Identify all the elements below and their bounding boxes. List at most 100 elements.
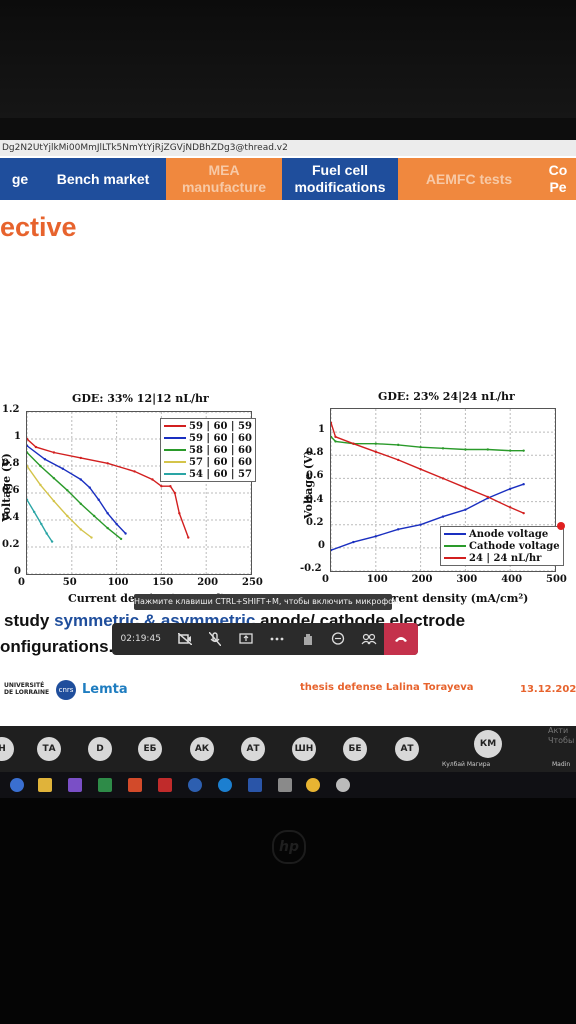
chart2-xtick-label: 100 xyxy=(366,574,388,585)
more-icon[interactable] xyxy=(262,623,293,655)
app-icon-3[interactable] xyxy=(188,778,202,792)
chart2-data-point xyxy=(397,443,400,447)
chart1-data-point xyxy=(61,467,65,470)
calculator-icon[interactable] xyxy=(278,778,292,792)
chart2-legend-swatch xyxy=(444,545,466,547)
share-icon[interactable] xyxy=(231,623,262,655)
participants-bar: Н ТА D ЕБ АК АТ ШН БЕ АТ КМ Кулбай Магир… xyxy=(0,726,576,772)
participants-icon[interactable] xyxy=(354,623,385,655)
chart2-legend-entry: 24 | 24 nL/hr xyxy=(444,552,560,564)
participant-avatar-6[interactable]: ШН xyxy=(292,737,316,761)
chart2-data-point xyxy=(334,435,337,438)
app-icon-2[interactable] xyxy=(158,778,172,792)
lemta-logo: Lemta xyxy=(82,682,128,697)
participant-avatar-2[interactable]: D xyxy=(88,737,112,761)
chart2-ytick-label: 0.4 xyxy=(306,493,324,505)
raise-hand-icon[interactable] xyxy=(292,623,323,655)
chart2-legend-swatch xyxy=(444,533,466,535)
chart2-data-point xyxy=(441,515,445,518)
nav-item-0[interactable]: ge xyxy=(0,158,40,200)
chart1-data-point xyxy=(88,486,91,489)
meeting-timer: 02:19:45 xyxy=(120,634,161,644)
app-icon-5[interactable] xyxy=(248,778,262,792)
participant-avatar-5[interactable]: АТ xyxy=(241,737,265,761)
participant-avatar-active[interactable]: КМ xyxy=(474,730,502,758)
chart2-data-point xyxy=(441,447,445,450)
chart1-ytick-label: 1 xyxy=(14,431,21,442)
chart1-data-point xyxy=(25,444,29,447)
chart1-series-line-4 xyxy=(26,499,53,542)
chart1-legend-label: 59 | 60 | 59 xyxy=(189,420,252,432)
chart1-data-point xyxy=(90,536,93,539)
chart1-data-point xyxy=(40,522,43,526)
chart1-legend-label: 58 | 60 | 60 xyxy=(189,444,252,456)
chart1-ylabel: Voltage (V) xyxy=(0,453,13,522)
chart1-data-point xyxy=(106,512,109,515)
chart2-legend-label: 24 | 24 nL/hr xyxy=(469,552,542,564)
chart1-series-line-0 xyxy=(26,438,189,538)
visual-studio-icon[interactable] xyxy=(68,778,82,792)
chat-icon[interactable] xyxy=(323,623,354,655)
monitor-bezel xyxy=(0,0,576,120)
folder-icon[interactable] xyxy=(38,778,52,792)
chart1-legend-label: 57 | 60 | 60 xyxy=(189,456,252,468)
app-icon-4[interactable] xyxy=(218,778,232,792)
chart1-legend-swatch xyxy=(164,425,186,427)
chart2-series-line-1 xyxy=(330,436,524,452)
camera-off-icon[interactable] xyxy=(169,623,200,655)
chart1-data-point xyxy=(45,532,48,535)
chart1-data-point xyxy=(39,464,42,468)
chart1-data-point xyxy=(25,464,29,468)
chart2-data-point xyxy=(329,421,333,425)
chart2-data-point xyxy=(419,467,422,471)
chart1-data-point xyxy=(25,437,29,441)
settings-icon[interactable] xyxy=(336,778,350,792)
footer-text: thesis defense Lalina Torayeva xyxy=(300,682,474,693)
hang-up-icon[interactable] xyxy=(384,623,419,655)
app-icon[interactable] xyxy=(128,778,142,792)
nav-item-fuel-cell[interactable]: Fuel cell modifications xyxy=(282,158,398,200)
chart2-title: GDE: 23% 24|24 nL/hr xyxy=(378,390,515,403)
chart2-data-point xyxy=(522,449,525,452)
excel-icon[interactable] xyxy=(98,778,112,792)
nav-item-last[interactable]: Co Pe xyxy=(540,158,576,200)
chart1-ytick-label: 1.2 xyxy=(2,404,20,415)
windows-taskbar xyxy=(0,772,576,798)
participant-avatar-4[interactable]: АК xyxy=(190,737,214,761)
nav-item-mea[interactable]: MEA manufacture xyxy=(166,158,282,200)
slide-title: ective xyxy=(0,212,77,242)
chart1-data-point xyxy=(50,540,54,543)
laser-pointer-dot xyxy=(557,522,565,530)
participant-avatar-3[interactable]: ЕБ xyxy=(138,737,162,761)
chart2-data-point xyxy=(352,442,355,445)
participant-avatar-0[interactable]: Н xyxy=(0,737,14,761)
chart1-data-point xyxy=(97,498,100,501)
chart1-ytick-label: 0 xyxy=(14,566,21,577)
chart2-ytick-label: 0.6 xyxy=(306,470,324,482)
cnrs-logo: cnrs xyxy=(56,680,76,700)
presentation-slide: ge Bench market MEA manufacture Fuel cel… xyxy=(0,156,576,726)
participant-avatar-8[interactable]: АТ xyxy=(395,737,419,761)
chrome-icon[interactable] xyxy=(306,778,320,792)
nav-item-bench-market[interactable]: Bench market xyxy=(40,158,166,200)
chart2-svg xyxy=(329,409,556,572)
url-bar[interactable]: Dg2N2UtYjlkMi00MmJlLTk5NmYtYjRjZGVjNDBhZ… xyxy=(0,140,576,156)
participant-avatar-7[interactable]: БЕ xyxy=(343,737,367,761)
chart2-legend-label: Anode voltage xyxy=(469,528,549,540)
chart1-ytick-label: 0.6 xyxy=(2,485,20,496)
chart1-data-point xyxy=(133,470,136,473)
chart2-series-line-0 xyxy=(330,483,524,551)
chart1-legend-swatch xyxy=(164,473,186,475)
bullet-1-prefix: study xyxy=(4,611,50,630)
chart1-data-point xyxy=(52,451,56,454)
chart1-data-point xyxy=(79,528,82,531)
chart1-data-point xyxy=(66,514,69,518)
mic-off-icon[interactable] xyxy=(200,623,231,655)
nav-item-aemfc[interactable]: AEMFC tests xyxy=(398,158,540,200)
participant-avatar-1[interactable]: ТА xyxy=(37,737,61,761)
chart1-xtick-label: 250 xyxy=(242,577,263,588)
chart2-xtick-label: 500 xyxy=(546,574,567,585)
chart2-ytick-label: 0 xyxy=(318,539,325,551)
chart1-legend-entry: 58 | 60 | 60 xyxy=(164,444,252,456)
search-icon[interactable] xyxy=(10,778,24,792)
